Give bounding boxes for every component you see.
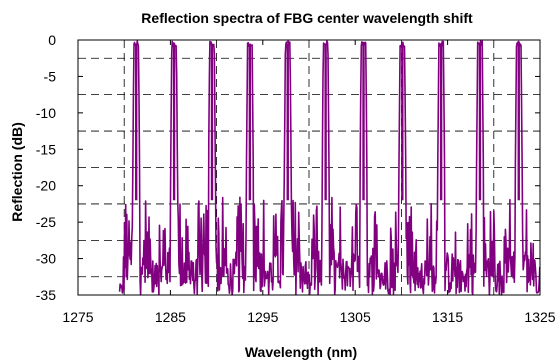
- x-tick-label: 1295: [247, 309, 278, 325]
- x-tick-label: 1325: [524, 309, 555, 325]
- y-tick-label: -20: [36, 178, 56, 194]
- y-tick-label: -30: [36, 251, 56, 267]
- x-axis-label: Wavelength (nm): [245, 344, 357, 360]
- plot-frame: [77, 39, 541, 296]
- x-tick-label: 1285: [155, 309, 186, 325]
- tick-marks: [77, 39, 541, 296]
- y-tick-label: -35: [36, 287, 56, 303]
- y-axis-label: Reflection (dB): [9, 122, 25, 222]
- series-group: [118, 40, 541, 296]
- y-tick-label: -10: [36, 105, 56, 121]
- x-tick-labels: 1275 1285 1295 1305 1315 1325: [62, 309, 555, 325]
- x-tick-label: 1305: [340, 309, 371, 325]
- y-tick-label: -25: [36, 214, 56, 230]
- x-tick-label: 1275: [62, 309, 93, 325]
- spectrum-line: [118, 40, 541, 296]
- x-tick-label: 1315: [432, 309, 463, 325]
- y-tick-labels: 0 -5 -10 -15 -20 -25 -30 -35: [36, 32, 56, 303]
- chart-title: Reflection spectra of FBG center wavelen…: [141, 10, 473, 26]
- y-tick-label: -15: [36, 141, 56, 157]
- y-tick-label: 0: [48, 32, 56, 48]
- y-tick-label: -5: [44, 68, 57, 84]
